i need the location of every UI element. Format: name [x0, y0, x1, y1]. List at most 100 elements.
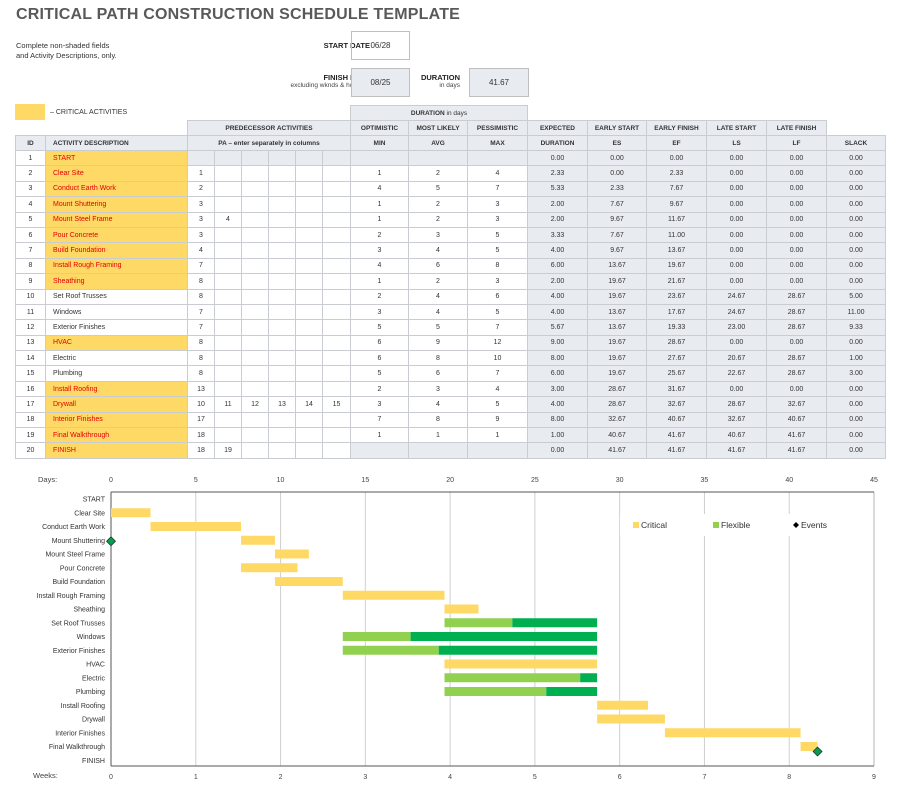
predecessor-cell[interactable]	[295, 319, 323, 336]
predecessor-cell[interactable]	[241, 411, 269, 429]
predecessor-cell[interactable]	[295, 165, 323, 182]
min-cell[interactable]: 6	[350, 334, 409, 352]
max-cell[interactable]: 8	[467, 257, 528, 275]
predecessor-cell[interactable]	[322, 196, 351, 213]
activity-cell[interactable]: Final Walkthrough	[45, 427, 188, 444]
max-cell[interactable]: 5	[467, 396, 528, 413]
max-cell[interactable]: 3	[467, 196, 528, 213]
avg-cell[interactable]: 8	[408, 350, 468, 367]
predecessor-cell[interactable]	[268, 427, 296, 444]
predecessor-cell[interactable]: 8	[187, 334, 215, 352]
predecessor-cell[interactable]	[268, 319, 296, 336]
min-cell[interactable]: 3	[350, 303, 409, 321]
predecessor-cell[interactable]: 2	[187, 180, 215, 198]
max-cell[interactable]: 9	[467, 411, 528, 429]
predecessor-cell[interactable]: 3	[187, 226, 215, 244]
avg-cell[interactable]: 4	[408, 396, 468, 413]
min-cell[interactable]: 2	[350, 226, 409, 244]
predecessor-cell[interactable]: 19	[214, 442, 242, 459]
activity-cell[interactable]: Mount Shuttering	[45, 196, 188, 213]
predecessor-cell[interactable]	[295, 350, 323, 367]
avg-cell[interactable]: 6	[408, 257, 468, 275]
predecessor-cell[interactable]	[241, 319, 269, 336]
predecessor-cell[interactable]	[295, 242, 323, 259]
activity-cell[interactable]: FINISH	[45, 442, 188, 459]
predecessor-cell[interactable]	[214, 165, 242, 182]
predecessor-cell[interactable]: 8	[187, 273, 215, 290]
predecessor-cell[interactable]	[322, 257, 351, 275]
predecessor-cell[interactable]	[214, 303, 242, 321]
predecessor-cell[interactable]	[241, 365, 269, 382]
predecessor-cell[interactable]	[214, 334, 242, 352]
predecessor-cell[interactable]	[295, 180, 323, 198]
predecessor-cell[interactable]	[241, 380, 269, 398]
predecessor-cell[interactable]	[295, 196, 323, 213]
min-cell[interactable]: 3	[350, 242, 409, 259]
activity-cell[interactable]: Drywall	[45, 396, 188, 413]
predecessor-cell[interactable]	[322, 288, 351, 305]
predecessor-cell[interactable]	[214, 242, 242, 259]
min-cell[interactable]: 2	[350, 288, 409, 305]
max-cell[interactable]: 7	[467, 180, 528, 198]
predecessor-cell[interactable]: 1	[187, 165, 215, 182]
activity-cell[interactable]: Plumbing	[45, 365, 188, 382]
avg-cell[interactable]: 1	[408, 427, 468, 444]
predecessor-cell[interactable]: 13	[268, 396, 296, 413]
activity-cell[interactable]: Install Rough Framing	[45, 257, 188, 275]
min-cell[interactable]: 5	[350, 319, 409, 336]
predecessor-cell[interactable]	[268, 334, 296, 352]
predecessor-cell[interactable]	[322, 350, 351, 367]
avg-cell[interactable]: 3	[408, 380, 468, 398]
predecessor-cell[interactable]: 7	[187, 303, 215, 321]
avg-cell[interactable]: 2	[408, 196, 468, 213]
avg-cell[interactable]: 6	[408, 365, 468, 382]
predecessor-cell[interactable]	[295, 226, 323, 244]
predecessor-cell[interactable]	[268, 257, 296, 275]
predecessor-cell[interactable]	[295, 303, 323, 321]
predecessor-cell[interactable]	[268, 303, 296, 321]
predecessor-cell[interactable]: 3	[187, 211, 215, 228]
predecessor-cell[interactable]	[268, 211, 296, 228]
predecessor-cell[interactable]	[295, 257, 323, 275]
activity-cell[interactable]: Set Roof Trusses	[45, 288, 188, 305]
predecessor-cell[interactable]	[295, 411, 323, 429]
predecessor-cell[interactable]: 7	[187, 257, 215, 275]
predecessor-cell[interactable]	[268, 226, 296, 244]
predecessor-cell[interactable]	[322, 303, 351, 321]
predecessor-cell[interactable]	[241, 165, 269, 182]
avg-cell[interactable]: 4	[408, 242, 468, 259]
max-cell[interactable]: 3	[467, 211, 528, 228]
predecessor-cell[interactable]: 14	[295, 396, 323, 413]
predecessor-cell[interactable]: 17	[187, 411, 215, 429]
activity-cell[interactable]: Build Foundation	[45, 242, 188, 259]
predecessor-cell[interactable]: 4	[214, 211, 242, 228]
predecessor-cell[interactable]	[241, 273, 269, 290]
activity-cell[interactable]: Clear Site	[45, 165, 188, 182]
predecessor-cell[interactable]	[241, 303, 269, 321]
activity-cell[interactable]: Windows	[45, 303, 188, 321]
predecessor-cell[interactable]: 13	[187, 380, 215, 398]
max-cell[interactable]: 5	[467, 242, 528, 259]
predecessor-cell[interactable]	[214, 226, 242, 244]
predecessor-cell[interactable]	[214, 380, 242, 398]
activity-cell[interactable]: Interior Finishes	[45, 411, 188, 429]
predecessor-cell[interactable]: 12	[241, 396, 269, 413]
predecessor-cell[interactable]	[268, 242, 296, 259]
min-cell[interactable]: 4	[350, 257, 409, 275]
predecessor-cell[interactable]	[322, 380, 351, 398]
predecessor-cell[interactable]	[214, 288, 242, 305]
predecessor-cell[interactable]: 18	[187, 427, 215, 444]
min-cell[interactable]: 1	[350, 427, 409, 444]
predecessor-cell[interactable]	[214, 427, 242, 444]
predecessor-cell[interactable]	[241, 211, 269, 228]
predecessor-cell[interactable]: 8	[187, 350, 215, 367]
min-cell[interactable]: 1	[350, 211, 409, 228]
predecessor-cell[interactable]	[241, 350, 269, 367]
predecessor-cell[interactable]	[322, 319, 351, 336]
predecessor-cell[interactable]: 4	[187, 242, 215, 259]
min-cell[interactable]: 1	[350, 273, 409, 290]
avg-cell[interactable]: 5	[408, 180, 468, 198]
start-date-input[interactable]: 06/28	[351, 31, 410, 60]
avg-cell[interactable]: 4	[408, 303, 468, 321]
predecessor-cell[interactable]	[322, 442, 351, 459]
